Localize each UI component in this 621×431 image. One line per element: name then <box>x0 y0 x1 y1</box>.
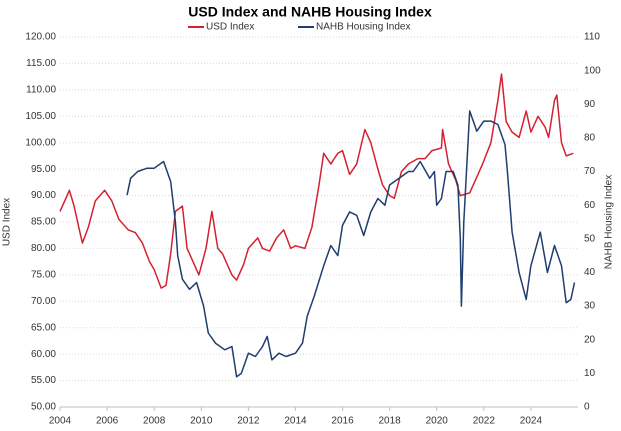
x-tick-label: 2004 <box>49 416 72 427</box>
x-tick-label: 2008 <box>143 416 166 427</box>
y2-tick-label: 30 <box>584 301 596 312</box>
series-line <box>126 110 576 378</box>
y-tick-label: 115.00 <box>26 58 56 69</box>
y-tick-label: 55.00 <box>31 375 56 386</box>
y-tick-label: 75.00 <box>31 269 56 280</box>
y2-tick-label: 10 <box>584 368 596 379</box>
y-tick-label: 85.00 <box>31 217 56 228</box>
x-tick-label: 2016 <box>331 416 354 427</box>
y2-tick-label: 20 <box>584 334 596 345</box>
y-tick-label: 65.00 <box>31 322 56 333</box>
y-tick-label: 105.00 <box>25 111 56 122</box>
y-tick-label: 60.00 <box>31 349 56 360</box>
x-tick-label: 2012 <box>237 416 260 427</box>
y2-tick-label: 50 <box>584 233 596 244</box>
y2-tick-label: 60 <box>584 200 596 211</box>
y2-tick-label: 80 <box>584 133 596 144</box>
x-tick-label: 2006 <box>96 416 119 427</box>
y-tick-label: 95.00 <box>31 164 56 175</box>
y2-tick-label: 110 <box>584 32 600 43</box>
series-line <box>59 73 574 289</box>
y-tick-label: 110.00 <box>26 84 56 95</box>
legend-label: USD Index <box>206 22 254 33</box>
y2-tick-label: 70 <box>584 166 596 177</box>
y2-tick-label: 0 <box>584 402 590 413</box>
x-tick-label: 2024 <box>520 416 543 427</box>
y-tick-label: 100.00 <box>25 137 56 148</box>
y2-tick-label: 90 <box>584 99 596 110</box>
chart-title: USD Index and NAHB Housing Index <box>188 4 432 20</box>
legend-label: NAHB Housing Index <box>316 22 411 33</box>
y-tick-label: 70.00 <box>31 296 56 307</box>
x-tick-label: 2018 <box>379 416 402 427</box>
y2-tick-label: 40 <box>584 267 596 278</box>
x-tick-label: 2020 <box>426 416 449 427</box>
y-axis-label: USD Index <box>2 198 13 246</box>
y-tick-label: 120.00 <box>25 32 56 43</box>
x-tick-label: 2022 <box>473 416 496 427</box>
y-tick-label: 50.00 <box>31 402 56 413</box>
y-tick-label: 80.00 <box>31 243 56 254</box>
x-tick-label: 2014 <box>284 416 307 427</box>
x-tick-label: 2010 <box>190 416 213 427</box>
y2-axis-label: NAHB Housing Index <box>604 175 615 270</box>
y-tick-label: 90.00 <box>31 190 56 201</box>
y2-tick-label: 100 <box>584 65 601 76</box>
